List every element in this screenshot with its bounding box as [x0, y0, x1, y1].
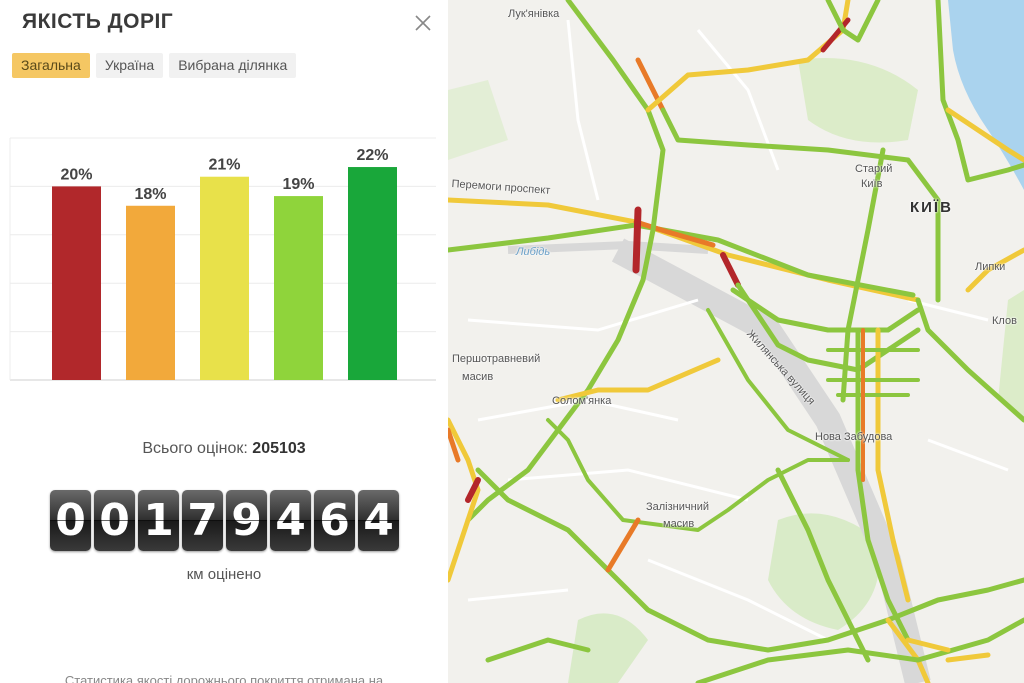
map-label-staryi-kyiv-1: Старий — [855, 163, 893, 175]
quality-bar-chart: 20% 18% 21% 19% 22% — [9, 137, 436, 381]
total-ratings-value: 205103 — [252, 440, 306, 457]
counter-digit: 6 — [314, 490, 355, 551]
map-label-staryi-kyiv-2: Київ — [861, 178, 883, 190]
counter-digit: 4 — [358, 490, 399, 551]
map-label-pershotravnevyi-1: Першотравневий — [452, 353, 541, 365]
footer-note: Статистика якості дорожнього покриття от… — [64, 673, 384, 683]
counter-digit: 0 — [50, 490, 91, 551]
counter-digit: 0 — [94, 490, 135, 551]
close-icon[interactable] — [412, 12, 434, 34]
map-label-kyiv: КИЇВ — [910, 199, 953, 216]
road-quality-panel: ЯКІСТЬ ДОРІГ Загальна Україна Вибрана ді… — [0, 0, 448, 683]
map-label-zaliznychnyi-2: масив — [663, 518, 695, 530]
tab-ukraine[interactable]: Україна — [95, 53, 164, 78]
chart-value-label: 18% — [134, 186, 166, 203]
chart-value-label: 22% — [356, 147, 388, 164]
tab-general[interactable]: Загальна — [12, 53, 90, 78]
counter-digit: 4 — [270, 490, 311, 551]
map-label-lybid: Либідь — [516, 246, 551, 258]
km-counter: 0 0 1 7 9 4 6 4 — [50, 490, 399, 551]
map-label-nova-zabudova: Нова Забудова — [815, 431, 893, 443]
map-canvas[interactable] — [448, 0, 1024, 683]
tab-selected-section[interactable]: Вибрана ділянка — [169, 53, 297, 78]
counter-digit: 7 — [182, 490, 223, 551]
panel-title: ЯКІСТЬ ДОРІГ — [22, 10, 174, 33]
chart-value-label: 19% — [282, 176, 314, 193]
map-label-lypky: Липки — [975, 261, 1006, 273]
chart-bar[interactable] — [200, 176, 249, 380]
chart-bar[interactable] — [274, 196, 323, 380]
map-label-solomianka: Солом'янка — [552, 395, 612, 407]
traffic-map[interactable]: Лук'янівка Перемоги проспект Либідь Стар… — [448, 0, 1024, 683]
chart-bar[interactable] — [348, 167, 397, 380]
tab-bar: Загальна Україна Вибрана ділянка — [12, 53, 297, 78]
map-label-lukianivka: Лук'янівка — [508, 8, 560, 20]
map-label-klov: Клов — [992, 315, 1017, 327]
km-rated-label: км оцінено — [186, 566, 262, 583]
counter-digit: 9 — [226, 490, 267, 551]
total-ratings: Всього оцінок: 205103 — [0, 440, 448, 458]
map-label-pershotravnevyi-2: масив — [462, 371, 494, 383]
chart-value-label: 20% — [60, 166, 92, 183]
counter-digit: 1 — [138, 490, 179, 551]
chart-bar[interactable] — [126, 205, 175, 380]
total-ratings-label: Всього оцінок: — [142, 440, 248, 457]
chart-bar[interactable] — [52, 186, 101, 380]
chart-value-label: 21% — [208, 157, 240, 174]
map-label-zaliznychnyi-1: Залізничний — [646, 501, 709, 513]
